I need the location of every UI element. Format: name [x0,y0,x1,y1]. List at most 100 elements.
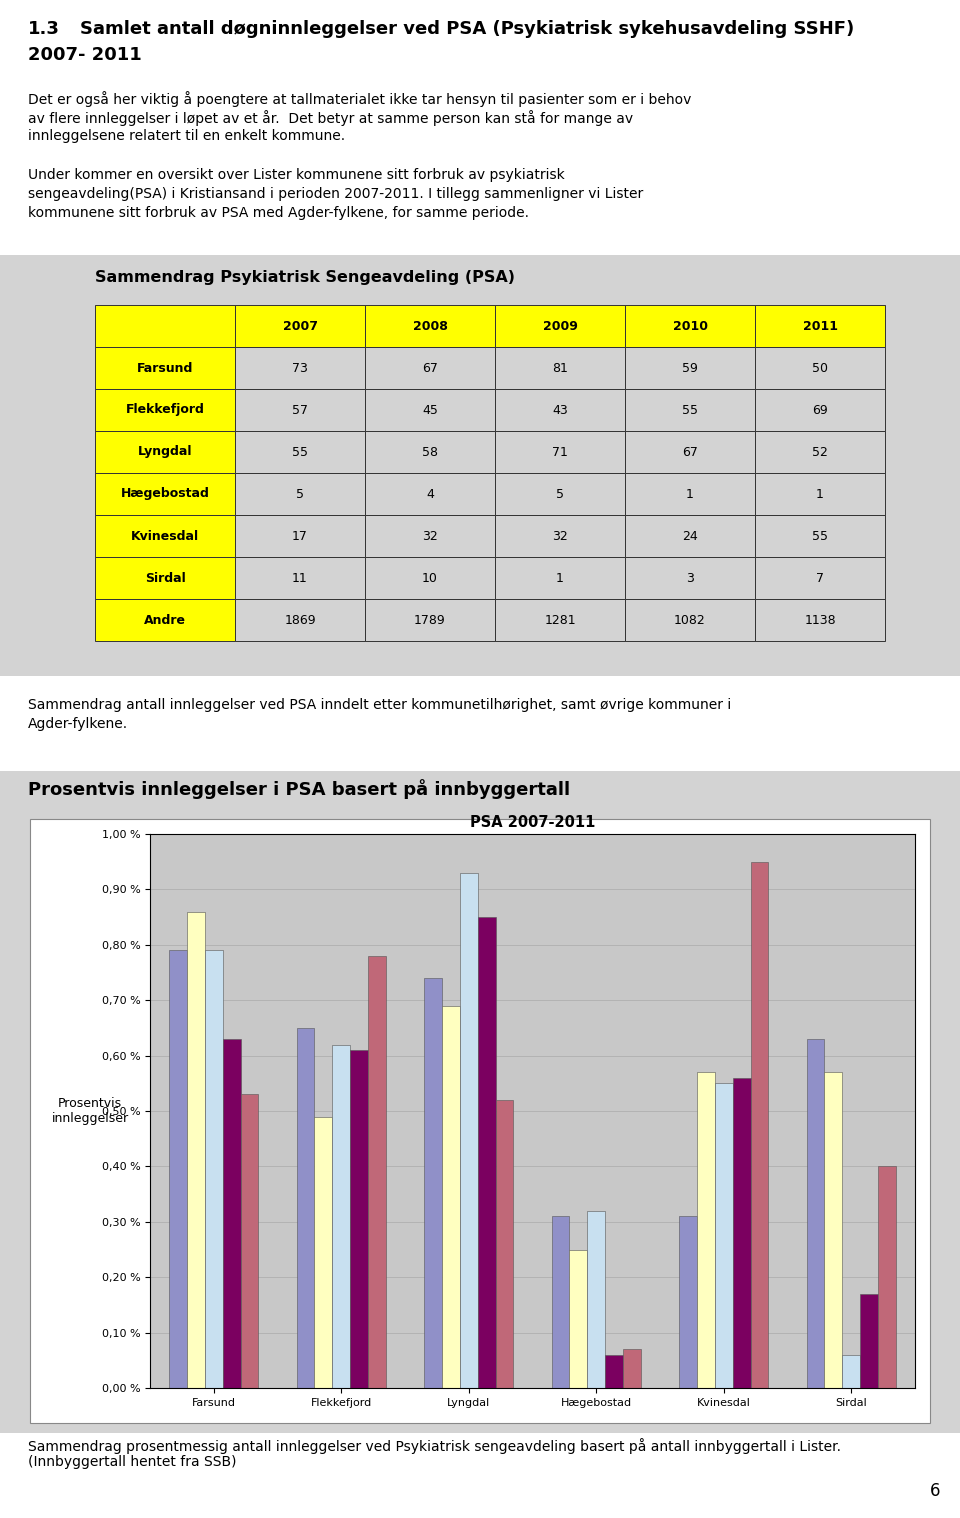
Bar [625,305,755,348]
Bar [204,950,223,1387]
Bar [0,771,960,1433]
Bar [755,600,885,641]
Bar [806,1038,825,1387]
Text: Farsund: Farsund [137,361,193,375]
Bar [223,1038,241,1387]
Text: 2007: 2007 [282,319,318,332]
Text: innleggelsene relatert til en enkelt kommune.: innleggelsene relatert til en enkelt kom… [28,129,346,143]
Text: 55: 55 [292,445,308,458]
Text: 5: 5 [556,487,564,501]
Bar [365,474,495,515]
Bar [235,474,365,515]
Text: 24: 24 [683,530,698,542]
Bar [0,255,960,676]
Bar [842,1354,860,1387]
Text: av flere innleggelser i løpet av et år.  Det betyr at samme person kan stå for m: av flere innleggelser i løpet av et år. … [28,109,634,126]
Text: Sammendrag prosentmessig antall innleggelser ved Psykiatrisk sengeavdeling baser: Sammendrag prosentmessig antall innlegge… [28,1438,841,1454]
Text: 57: 57 [292,404,308,416]
Bar [95,557,235,600]
Bar [755,431,885,474]
Text: 59: 59 [682,361,698,375]
Bar [755,305,885,348]
Bar [569,1249,588,1387]
Bar [625,557,755,600]
Text: 2010: 2010 [673,319,708,332]
Bar [30,820,930,1422]
Text: 43: 43 [552,404,568,416]
Bar [495,474,625,515]
Text: Sirdal: Sirdal [145,571,185,584]
Bar [495,431,625,474]
Text: 32: 32 [422,530,438,542]
Bar [679,1216,697,1387]
Bar [552,1216,569,1387]
Bar [365,305,495,348]
Text: 2007- 2011: 2007- 2011 [28,46,142,64]
Text: Hægebostad: Hægebostad [121,487,209,501]
Bar [95,305,235,348]
Text: 71: 71 [552,445,568,458]
Bar [755,348,885,389]
Text: Lyngdal: Lyngdal [137,445,192,458]
Text: kommunene sitt forbruk av PSA med Agder-fylkene, for samme periode.: kommunene sitt forbruk av PSA med Agder-… [28,206,529,220]
Text: 1.3: 1.3 [28,20,60,38]
Bar [235,389,365,431]
Text: 6: 6 [929,1482,940,1500]
Bar [235,431,365,474]
Bar [442,1006,460,1387]
Bar [697,1072,715,1387]
Text: Flekkefjord: Flekkefjord [126,404,204,416]
Bar [623,1350,641,1387]
Text: 58: 58 [422,445,438,458]
Text: 2011: 2011 [803,319,837,332]
Bar [588,1211,605,1387]
Bar [241,1094,258,1387]
Bar [235,348,365,389]
Bar [235,305,365,348]
Text: Det er også her viktig å poengtere at tallmaterialet ikke tar hensyn til pasient: Det er også her viktig å poengtere at ta… [28,91,691,106]
Text: 50: 50 [812,361,828,375]
Bar [365,348,495,389]
Text: 55: 55 [812,530,828,542]
Bar [297,1028,315,1387]
Text: Prosentvis
innleggelser: Prosentvis innleggelser [52,1098,129,1125]
Bar [495,305,625,348]
Text: 10: 10 [422,571,438,584]
Bar [95,348,235,389]
Bar [605,1354,623,1387]
Bar [625,515,755,557]
Text: Andre: Andre [144,613,186,627]
Text: (Innbyggertall hentet fra SSB): (Innbyggertall hentet fra SSB) [28,1454,236,1469]
Bar [495,389,625,431]
Title: PSA 2007-2011: PSA 2007-2011 [469,815,595,830]
Bar [424,978,442,1387]
Bar [495,600,625,641]
Bar [95,600,235,641]
Bar [365,389,495,431]
Bar [755,474,885,515]
Bar [350,1050,368,1387]
Text: 4: 4 [426,487,434,501]
Bar [495,515,625,557]
Bar [187,912,204,1387]
Bar [478,917,495,1387]
Text: 1: 1 [816,487,824,501]
Bar [365,515,495,557]
Bar [755,515,885,557]
Bar [751,862,768,1387]
Bar [365,557,495,600]
Text: 32: 32 [552,530,568,542]
Text: 1281: 1281 [544,613,576,627]
Bar [95,431,235,474]
Bar [235,557,365,600]
Text: Samlet antall døgninnleggelser ved PSA (Psykiatrisk sykehusavdeling SSHF): Samlet antall døgninnleggelser ved PSA (… [80,20,854,38]
Bar [625,600,755,641]
Text: 5: 5 [296,487,304,501]
Bar [95,389,235,431]
Text: Agder-fylkene.: Agder-fylkene. [28,716,128,732]
Bar [495,348,625,389]
Bar [732,1078,751,1387]
Text: 1138: 1138 [804,613,836,627]
Text: 81: 81 [552,361,568,375]
Bar [625,348,755,389]
